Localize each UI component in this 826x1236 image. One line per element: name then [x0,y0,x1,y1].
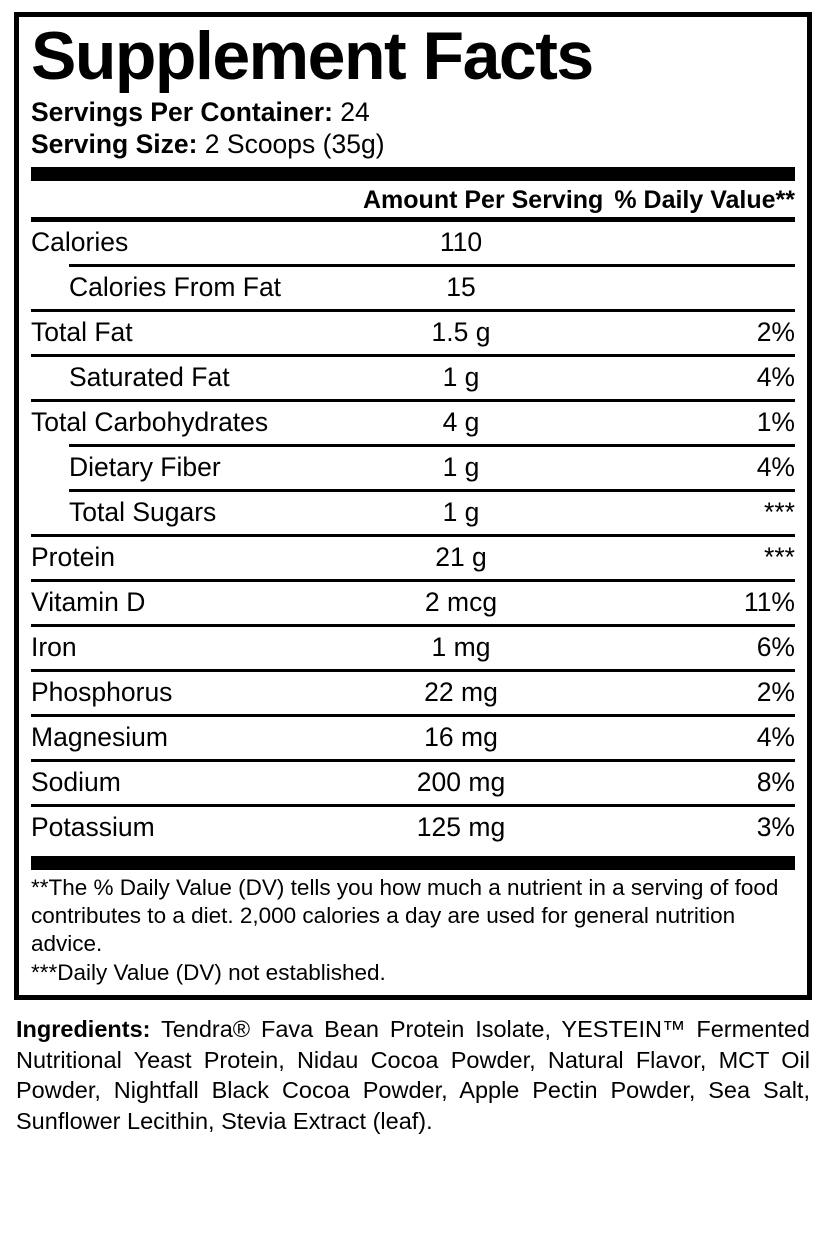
row-divider [31,398,795,402]
nutrient-daily-value: 1% [756,406,795,437]
nutrient-amount: 16 mg [424,721,498,752]
nutrient-daily-value: 2% [756,676,795,707]
table-row: Total Fat 1.5 g 2% [31,312,795,354]
row-divider [31,353,795,357]
nutrient-amount: 22 mg [424,676,498,707]
footnote-daily-value: **The % Daily Value (DV) tells you how m… [31,874,779,957]
divider-thick-bottom [31,855,795,870]
serving-size: Serving Size: 2 Scoops (35g) [31,128,795,160]
nutrient-amount: 15 [446,271,476,302]
serving-size-label: Serving Size: [31,128,198,159]
nutrient-amount: 1 g [442,361,480,392]
nutrient-name: Dietary Fiber [69,451,221,482]
nutrient-daily-value: 4% [756,451,795,482]
nutrient-name: Vitamin D [31,586,146,617]
row-divider [31,668,795,672]
nutrient-name: Calories From Fat [69,271,282,302]
row-divider [69,443,795,447]
footnote-not-established: ***Daily Value (DV) not established. [31,959,386,985]
column-header-amount: Amount Per Serving [363,185,604,214]
nutrient-name: Saturated Fat [69,361,230,392]
row-divider [31,713,795,717]
nutrient-name: Phosphorus [31,676,173,707]
nutrient-daily-value: 8% [756,766,795,797]
nutrient-amount: 2 mcg [424,586,498,617]
footnotes: **The % Daily Value (DV) tells you how m… [31,870,795,987]
nutrient-table: Calories 110 Calories From Fat 15 Total Fat 1… [31,222,795,849]
table-row: Total Carbohydrates 4 g 1% [31,402,795,444]
nutrient-daily-value: *** [764,541,795,572]
nutrient-name: Total Carbohydrates [31,406,269,437]
row-divider [31,758,795,762]
table-row: Vitamin D 2 mcg 11% [31,582,795,624]
nutrient-daily-value: *** [764,496,795,527]
table-row: Magnesium 16 mg 4% [31,717,795,759]
nutrient-name: Magnesium [31,721,168,752]
nutrient-daily-value: 2% [756,316,795,347]
nutrient-name: Calories [31,226,129,257]
table-row: Total Sugars 1 g *** [31,492,795,534]
row-divider [69,488,795,492]
nutrient-amount: 125 mg [416,811,506,842]
nutrient-amount: 4 g [442,406,480,437]
nutrient-name: Total Sugars [69,496,217,527]
nutrient-amount: 110 [439,226,483,257]
row-divider [31,623,795,627]
table-row: Protein 21 g *** [31,537,795,579]
table-row: Saturated Fat 1 g 4% [31,357,795,399]
table-row: Iron 1 mg 6% [31,627,795,669]
nutrient-daily-value: 11% [743,586,795,617]
nutrient-name: Potassium [31,811,155,842]
nutrient-daily-value: 6% [756,631,795,662]
nutrient-daily-value: 4% [756,721,795,752]
table-row: Dietary Fiber 1 g 4% [31,447,795,489]
ingredients-text: Tendra® Fava Bean Protein Isolate, YESTE… [16,1016,810,1134]
ingredients-label: Ingredients: [16,1016,151,1043]
nutrient-amount: 1 g [442,496,480,527]
nutrient-amount: 200 mg [416,766,506,797]
nutrient-name: Iron [31,631,77,662]
table-row: Calories 110 [31,222,795,264]
nutrient-name: Sodium [31,766,121,797]
table-row: Calories From Fat 15 [31,267,795,309]
nutrient-amount: 1 g [442,451,480,482]
table-column-headers: Amount Per Serving % Daily Value** [31,181,795,217]
servings-per-container-label: Servings Per Container: [31,96,333,127]
ingredients-section: Ingredients: Tendra® Fava Bean Protein I… [14,1000,812,1136]
row-divider [31,533,795,537]
page-title: Supplement Facts [31,18,594,94]
table-row: Sodium 200 mg 8% [31,762,795,804]
nutrient-daily-value: 3% [756,811,795,842]
nutrient-amount: 21 g [435,541,487,572]
nutrient-amount: 1.5 g [431,316,491,347]
servings-per-container-value: 24 [340,96,370,127]
servings-per-container: Servings Per Container: 24 [31,96,795,128]
supplement-facts-box: Supplement Facts Servings Per Container:… [14,12,812,1001]
table-row: Potassium 125 mg 3% [31,807,795,849]
row-divider [31,308,795,312]
divider-thick-top [31,166,795,181]
serving-size-value: 2 Scoops (35g) [204,128,385,159]
divider-below-column-headers [31,216,795,222]
nutrient-amount: 1 mg [431,631,491,662]
row-divider [69,263,795,267]
nutrient-name: Protein [31,541,115,572]
nutrient-daily-value: 4% [756,361,795,392]
nutrient-name: Total Fat [31,316,133,347]
row-divider [31,803,795,807]
column-header-daily-value: % Daily Value** [614,185,795,214]
row-divider [31,578,795,582]
table-row: Phosphorus 22 mg 2% [31,672,795,714]
